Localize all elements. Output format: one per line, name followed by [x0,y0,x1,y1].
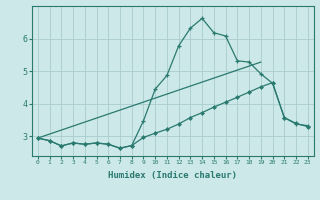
X-axis label: Humidex (Indice chaleur): Humidex (Indice chaleur) [108,171,237,180]
